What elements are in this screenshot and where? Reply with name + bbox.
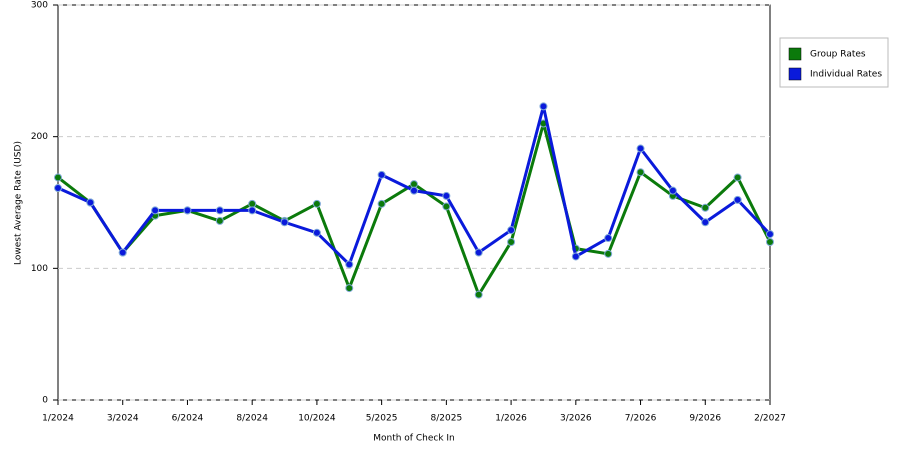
y-axis-label: Lowest Average Rate (USD) [14, 141, 24, 265]
legend-label: Individual Rates [810, 70, 882, 80]
point [668, 186, 677, 195]
point [507, 238, 516, 246]
x-tick-label: 3/2026 [560, 414, 592, 424]
point [766, 230, 774, 239]
point [636, 144, 645, 153]
point [345, 260, 354, 269]
point [442, 202, 451, 211]
x-tick-label: 10/2024 [298, 414, 336, 424]
point [54, 173, 62, 182]
point [539, 102, 548, 111]
x-tick-label: 9/2026 [689, 414, 721, 424]
x-tick-label: 6/2024 [172, 414, 204, 424]
point [701, 218, 710, 227]
x-tick-label: 1/2024 [42, 414, 74, 424]
x-tick-label: 2/2027 [754, 414, 786, 424]
y-tick-label: 200 [31, 132, 48, 142]
point [312, 199, 321, 208]
point [442, 191, 451, 200]
x-tick-label: 5/2025 [366, 414, 398, 424]
x-tick-label: 3/2024 [107, 414, 139, 424]
x-axis-label: Month of Check In [373, 434, 455, 444]
point [86, 198, 95, 207]
x-tick-label: 8/2025 [431, 414, 463, 424]
legend-swatch [788, 67, 802, 81]
point [507, 226, 516, 235]
point [151, 206, 160, 215]
point [604, 249, 613, 258]
point [766, 238, 774, 246]
point [377, 170, 386, 179]
legend-label: Group Rates [810, 50, 866, 60]
point [474, 248, 483, 257]
point [701, 203, 710, 212]
legend-swatch [788, 47, 802, 61]
y-tick-label: 0 [42, 396, 48, 406]
point [312, 228, 321, 237]
point [248, 206, 257, 215]
point [410, 186, 418, 195]
plot-frame [57, 4, 771, 401]
point [377, 199, 386, 208]
point [183, 206, 192, 215]
point [54, 184, 62, 193]
point [248, 199, 257, 208]
y-tick-label: 300 [31, 1, 48, 11]
point [215, 216, 224, 225]
point [733, 195, 742, 204]
point [474, 290, 483, 299]
point [636, 168, 645, 177]
point [571, 252, 580, 261]
x-tick-label: 1/2026 [495, 414, 527, 424]
point [733, 173, 742, 182]
point [410, 180, 418, 189]
point [215, 206, 224, 215]
point [604, 234, 613, 243]
x-tick-label: 7/2026 [625, 414, 657, 424]
x-tick-label: 8/2024 [236, 414, 268, 424]
y-tick-label: 100 [31, 264, 48, 274]
point [280, 218, 289, 227]
point [345, 284, 354, 293]
point [118, 248, 127, 257]
